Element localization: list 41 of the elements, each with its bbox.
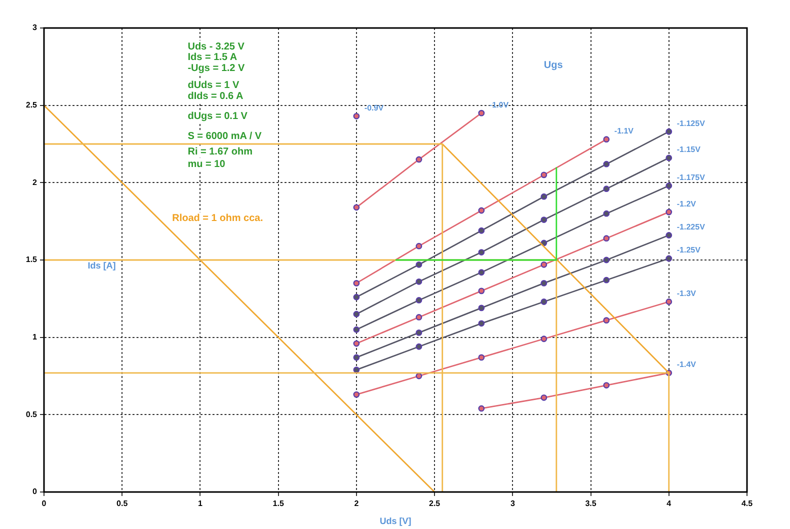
y-tick-label: 3 [32, 23, 38, 32]
annotation: Ids = 1.5 A [188, 52, 238, 64]
annotation: dUgs = 0.1 V [188, 110, 248, 122]
series-label: -1.3V [676, 288, 697, 298]
series-label: -1.125V [676, 118, 706, 128]
x-tick-label: 4.5 [741, 499, 754, 508]
y-tick-label: 2 [32, 178, 38, 187]
series-label: -1.4V [676, 360, 697, 370]
x-tick-label: 3 [510, 499, 516, 508]
y-tick-label: 1.5 [26, 255, 38, 264]
y-tick-label: 0.5 [26, 410, 38, 419]
x-tick-label: 2.5 [428, 499, 441, 508]
series-label: -1.15V [676, 145, 702, 154]
y-tick-label: 2.5 [26, 100, 38, 110]
series-label: -1.25V [676, 246, 702, 255]
x-axis-title: Uds [V] [380, 516, 412, 526]
annotation: -Ugs = 1.2 V [188, 62, 246, 74]
y-axis-title: Ids [A] [88, 260, 116, 271]
annotation: Rload = 1 ohm cca. [172, 212, 264, 224]
x-tick-label: 4 [666, 499, 672, 508]
x-tick-label: 1.5 [272, 499, 284, 508]
annotation: Ri = 1.67 ohm [188, 146, 253, 158]
x-tick-label: 0.5 [116, 499, 128, 508]
series-label: -1.0V [489, 100, 510, 110]
annotation: dIds = 0.6 A [188, 90, 244, 102]
annotation: Ugs [544, 60, 564, 71]
series-label: -1.1V [614, 126, 634, 136]
annotation: mu = 10 [188, 158, 226, 170]
series-label: -1.2V [676, 199, 697, 208]
x-tick-label: 3.5 [585, 499, 597, 508]
x-tick-label: 2 [354, 499, 360, 508]
y-tick-label: 0 [32, 487, 38, 496]
series-label: -1.175V [676, 172, 706, 182]
annotation: dUds = 1 V [188, 80, 240, 91]
x-tick-label: 0 [42, 499, 47, 508]
y-tick-label: 1 [32, 332, 38, 342]
series-label: -1.225V [676, 222, 706, 232]
annotation: Uds - 3.25 V [188, 41, 245, 52]
series-label: -0.9V [364, 103, 384, 112]
annotation: S = 6000 mA / V [188, 131, 262, 142]
x-tick-label: 1 [198, 499, 203, 508]
